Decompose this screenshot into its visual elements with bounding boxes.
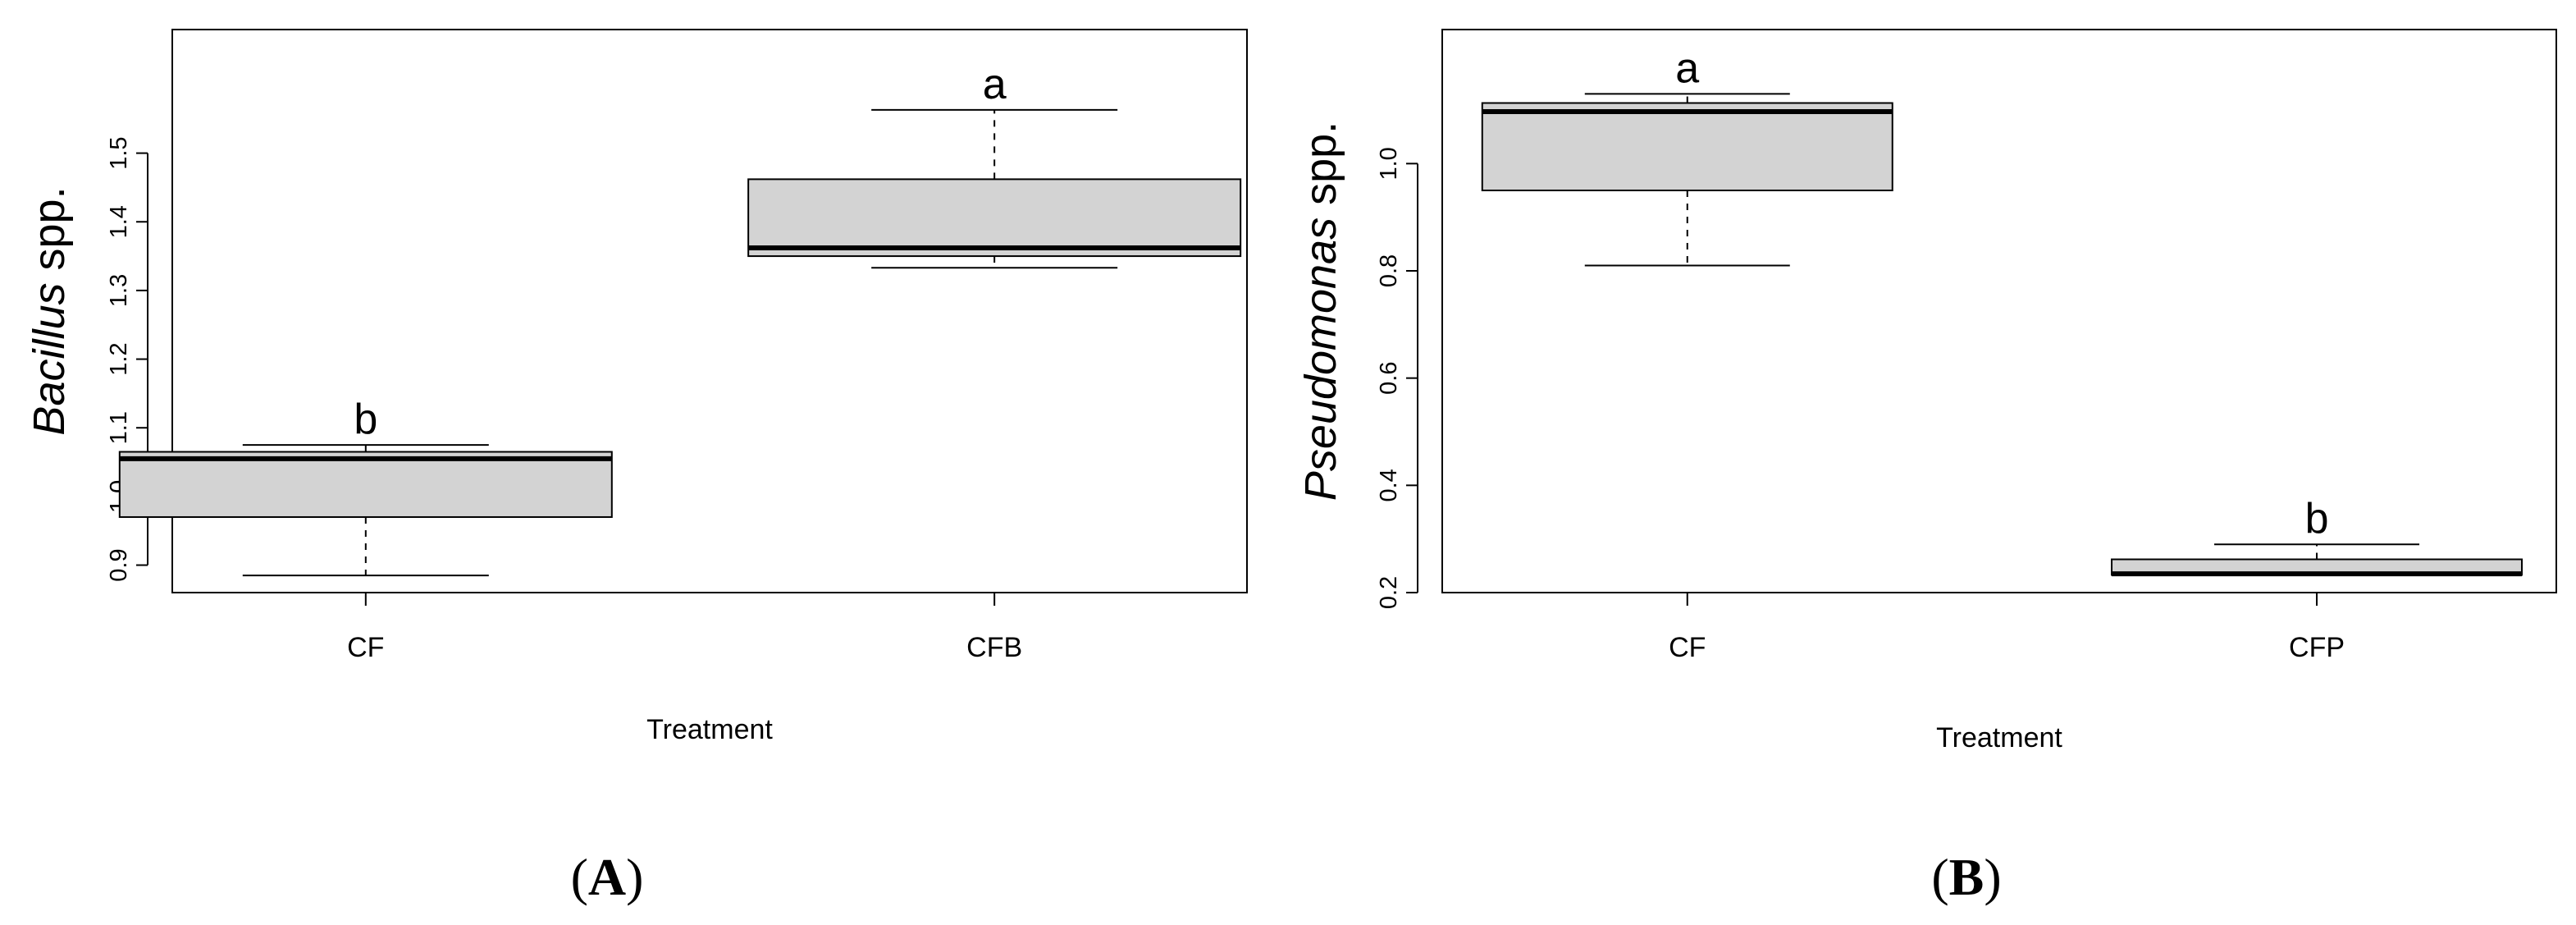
box-iqr <box>1481 102 1893 191</box>
panel-label-close-paren: ) <box>626 848 643 906</box>
y-tick-label: 0.4 <box>1376 469 1402 501</box>
panel-label-letter: B <box>1949 848 1985 906</box>
panel-label-open-paren: ( <box>571 848 588 906</box>
y-tick-label: 0.2 <box>1376 576 1402 609</box>
y-tick-label: 1.5 <box>106 136 132 169</box>
x-axis-title: Treatment <box>646 714 773 745</box>
significance-letter: a <box>1675 44 1699 92</box>
x-category-label: CF <box>1669 632 1706 663</box>
y-axis-title: Pseudomonas spp. <box>1296 121 1345 501</box>
y-axis-title-rest: spp. <box>25 186 74 282</box>
panel-b: 0.2 0.4 0.6 0.8 1.0 Pseudomonas spp. a CF b CFP Tr… <box>1296 29 2557 906</box>
y-tick-label: 1.1 <box>106 411 132 444</box>
plot-frame <box>1441 29 2557 593</box>
x-category-label: CFP <box>2289 632 2345 663</box>
panel-label: (A) <box>571 848 644 906</box>
box-cf: a <box>1481 44 1893 267</box>
panel-label-open-paren: ( <box>1931 848 1948 906</box>
y-tick-label: 0.6 <box>1376 362 1402 395</box>
panel-label-letter: A <box>588 848 626 906</box>
y-axis-title: Bacillus spp. <box>25 186 74 435</box>
y-axis-title-rest: spp. <box>1296 121 1345 218</box>
box-iqr <box>118 451 613 518</box>
x-category-label: CFB <box>966 632 1022 663</box>
y-tick-label: 1.0 <box>1376 147 1402 180</box>
y-tick-label: 1.2 <box>106 342 132 375</box>
y-tick-label: 0.9 <box>106 548 132 581</box>
y-tick-label: 1.4 <box>106 205 132 238</box>
box-iqr <box>747 178 1242 258</box>
significance-letter: a <box>983 61 1007 108</box>
significance-letter: b <box>2305 495 2329 543</box>
x-axis-title: Treatment <box>1936 722 2062 753</box>
box-cfp: b <box>2111 495 2523 577</box>
x-category-label: CF <box>347 632 384 663</box>
y-tick-label: 0.8 <box>1376 254 1402 287</box>
panel-label-close-paren: ) <box>1984 848 2001 906</box>
panel-label: (B) <box>1931 848 2001 906</box>
plot-frame <box>171 29 1248 593</box>
box-cf: b <box>118 396 613 577</box>
box-cfb: a <box>747 61 1242 269</box>
y-axis-title-italic: Pseudomonas <box>1296 218 1345 501</box>
y-tick-label: 1.3 <box>106 274 132 307</box>
y-axis-title-italic: Bacillus <box>25 283 74 436</box>
significance-letter: b <box>354 396 377 443</box>
